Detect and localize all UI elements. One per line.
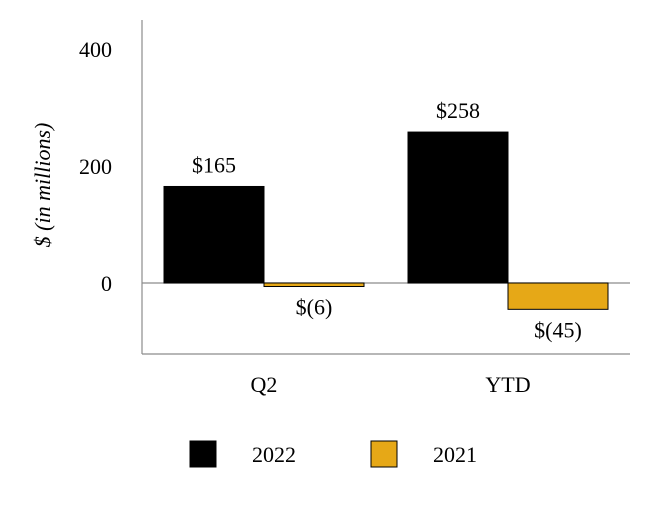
labels-layer: $165 $258 $(6) $(45) Q2 YTD — [192, 98, 582, 397]
legend: 2022 2021 — [189, 440, 477, 468]
data-label-2022-ytd: $258 — [436, 98, 480, 123]
y-tick-label: 400 — [79, 37, 112, 62]
bar-2022-ytd — [407, 131, 509, 284]
bar-2022-q2 — [163, 185, 265, 284]
data-label-2022-q2: $165 — [192, 152, 236, 177]
legend-swatch-2022 — [189, 440, 217, 468]
bar-2021-q2 — [263, 282, 365, 288]
axes-layer: 0 200 400 $ (in millions) — [30, 20, 630, 355]
bar-2021-ytd — [507, 282, 609, 310]
y-tick-label: 0 — [101, 271, 112, 296]
x-tick-label: Q2 — [251, 372, 278, 397]
legend-swatch-2021 — [370, 440, 398, 468]
bars-layer — [163, 131, 609, 310]
y-tick-label: 200 — [79, 154, 112, 179]
y-axis-label: $ (in millions) — [30, 123, 55, 248]
data-label-2021-q2: $(6) — [296, 295, 333, 320]
legend-label-2022: 2022 — [252, 442, 296, 467]
x-tick-label: YTD — [485, 372, 530, 397]
legend-label-2021: 2021 — [433, 442, 477, 467]
data-label-2021-ytd: $(45) — [534, 317, 582, 342]
